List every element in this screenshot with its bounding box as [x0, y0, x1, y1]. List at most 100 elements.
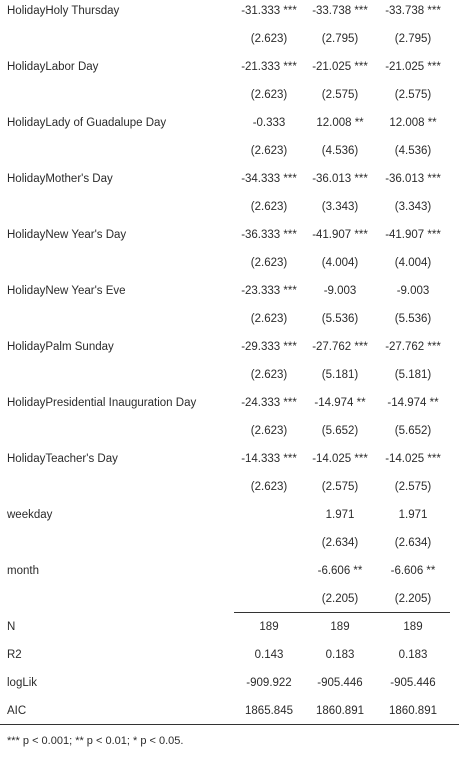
row-label: month: [7, 565, 39, 577]
model-2-cell: (2.575): [321, 89, 359, 101]
model-1-cell: (2.623): [250, 481, 288, 493]
model-3-cell: 12.008 **: [389, 117, 437, 129]
coefficient-row: HolidayTeacher's Day -14.333 *** -14.025 *…: [0, 445, 459, 473]
model-2-cell: (5.536): [321, 313, 359, 325]
coefficient-row: HolidayPalm Sunday -29.333 *** -27.762 ***…: [0, 333, 459, 361]
coefficient-row: (2.623) (3.343) (3.343): [0, 193, 459, 221]
model-1-cell: -24.333 ***: [241, 397, 297, 409]
model-1-cell: (2.623): [250, 89, 288, 101]
model-2-cell: (2.205): [321, 593, 359, 605]
model-3-cell: -41.907 ***: [385, 229, 441, 241]
model-2-cell: (4.004): [321, 257, 359, 269]
model-3-cell: 1.971: [398, 509, 428, 521]
row-label: HolidayTeacher's Day: [7, 453, 118, 465]
model-3-cell: (2.575): [394, 481, 432, 493]
model-1-cell: [234, 585, 304, 613]
model-2-cell: -41.907 ***: [312, 229, 368, 241]
coefficient-row: HolidayPresidential Inauguration Day -24.…: [0, 389, 459, 417]
row-label: HolidayMother's Day: [7, 173, 113, 185]
row-label: HolidayHoly Thursday: [7, 5, 120, 17]
row-label: AIC: [7, 705, 27, 717]
model-1-cell: (2.623): [250, 425, 288, 437]
model-2-cell: 0.183: [325, 649, 355, 661]
model-2-cell: -905.446: [317, 677, 363, 689]
model-1-cell: -909.922: [246, 677, 292, 689]
model-2-cell: 12.008 **: [316, 117, 364, 129]
model-2-cell: -14.025 ***: [312, 453, 368, 465]
model-3-cell: (2.205): [394, 593, 432, 605]
table-bottom-rule: [0, 724, 459, 725]
stat-row: N 189 189 189: [0, 613, 459, 641]
model-1-cell: -29.333 ***: [241, 341, 297, 353]
model-3-cell: -33.738 ***: [385, 5, 441, 17]
model-1-cell: -36.333 ***: [241, 229, 297, 241]
model-1-cell: 0.143: [254, 649, 284, 661]
model-2-cell: (2.795): [321, 33, 359, 45]
model-1-cell: (2.623): [250, 257, 288, 269]
model-1-cell: -0.333: [252, 117, 286, 129]
model-3-cell: -905.446: [390, 677, 436, 689]
model-3-cell: -6.606 **: [390, 565, 436, 577]
model-1-cell: -31.333 ***: [241, 5, 297, 17]
coefficient-row: (2.623) (2.575) (2.575): [0, 81, 459, 109]
model-2-cell: (5.181): [321, 369, 359, 381]
model-2-cell: 1.971: [325, 509, 355, 521]
stat-row: logLik -909.922 -905.446 -905.446: [0, 669, 459, 697]
coefficient-row: (2.623) (2.795) (2.795): [0, 25, 459, 53]
model-2-cell: 189: [330, 621, 350, 633]
model-2-cell: -33.738 ***: [312, 5, 368, 17]
model-3-cell: (2.795): [394, 33, 432, 45]
model-3-cell: -21.025 ***: [385, 61, 441, 73]
row-label: HolidayLabor Day: [7, 61, 99, 73]
model-3-cell: 189: [403, 621, 423, 633]
model-3-cell: 0.183: [398, 649, 428, 661]
model-3-cell: -36.013 ***: [385, 173, 441, 185]
model-2-cell: -36.013 ***: [312, 173, 368, 185]
coefficient-row: (2.623) (2.575) (2.575): [0, 473, 459, 501]
model-3-cell: (5.652): [394, 425, 432, 437]
coefficient-row: (2.623) (5.181) (5.181): [0, 361, 459, 389]
row-label: logLik: [7, 677, 38, 689]
model-2-cell: -9.003: [323, 285, 357, 297]
coefficient-row: HolidayLabor Day -21.333 *** -21.025 *** -2…: [0, 53, 459, 81]
model-1-cell: [234, 557, 304, 585]
model-1-cell: [234, 501, 304, 529]
row-label: HolidayNew Year's Eve: [7, 285, 126, 297]
model-2-cell: (3.343): [321, 201, 359, 213]
model-3-cell: 1860.891: [389, 705, 437, 717]
model-2-cell: (4.536): [321, 145, 359, 157]
coefficient-row: month -6.606 ** -6.606 **: [0, 557, 459, 585]
model-1-cell: 189: [259, 621, 279, 633]
model-3-cell: (4.536): [394, 145, 432, 157]
coefficient-row: (2.623) (4.004) (4.004): [0, 249, 459, 277]
model-1-cell: -14.333 ***: [241, 453, 297, 465]
model-1-cell: -34.333 ***: [241, 173, 297, 185]
model-2-cell: -21.025 ***: [312, 61, 368, 73]
stat-row: R2 0.143 0.183 0.183: [0, 641, 459, 669]
model-3-cell: (5.181): [394, 369, 432, 381]
row-label: R2: [7, 649, 22, 661]
row-label: N: [7, 621, 16, 633]
model-1-cell: -23.333 ***: [241, 285, 297, 297]
model-2-cell: -27.762 ***: [312, 341, 368, 353]
coefficient-row: HolidayMother's Day -34.333 *** -36.013 **…: [0, 165, 459, 193]
coefficient-row: HolidayLady of Guadalupe Day -0.333 12.008…: [0, 109, 459, 137]
row-label: weekday: [7, 509, 53, 521]
stat-row: AIC 1865.845 1860.891 1860.891: [0, 697, 459, 725]
model-3-cell: -9.003: [396, 285, 430, 297]
model-1-cell: (2.623): [250, 33, 288, 45]
coefficient-row: (2.634) (2.634): [0, 529, 459, 557]
row-label: HolidayPresidential Inauguration Day: [7, 397, 197, 409]
model-1-cell: (2.623): [250, 201, 288, 213]
model-2-cell: (2.575): [321, 481, 359, 493]
model-1-cell: -21.333 ***: [241, 61, 297, 73]
model-3-cell: (2.634): [394, 537, 432, 549]
coefficient-row: HolidayNew Year's Day -36.333 *** -41.907 …: [0, 221, 459, 249]
model-3-cell: -14.974 **: [387, 397, 439, 409]
row-label: HolidayNew Year's Day: [7, 229, 127, 241]
model-1-cell: (2.623): [250, 145, 288, 157]
model-2-cell: (5.652): [321, 425, 359, 437]
model-1-cell: [234, 529, 304, 557]
model-1-cell: (2.623): [250, 313, 288, 325]
